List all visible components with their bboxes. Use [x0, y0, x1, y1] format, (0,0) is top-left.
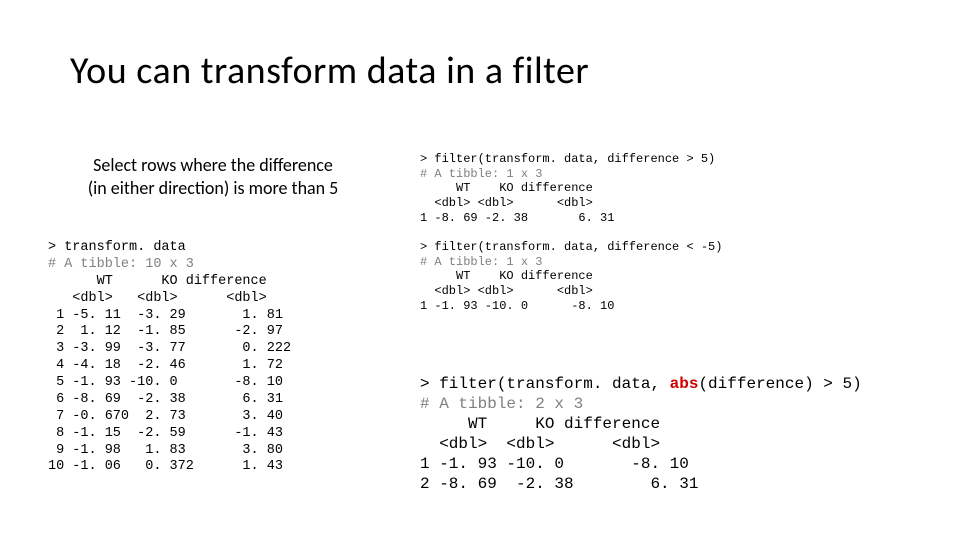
code-prompt: > filter(transform. data, difference < -… [420, 240, 722, 254]
code-header-types: <dbl> <dbl> <dbl> [420, 196, 593, 210]
code-comment: # A tibble: 10 x 3 [48, 257, 194, 272]
code-header-types: <dbl> <dbl> <dbl> [420, 284, 593, 298]
code-block-filter-abs: > filter(transform. data, abs(difference… [420, 374, 862, 494]
code-header-types: <dbl> <dbl> <dbl> [420, 435, 660, 453]
code-row: 3 -3. 99 -3. 77 0. 222 [48, 341, 291, 356]
code-header: WT KO difference [420, 269, 593, 283]
code-row: 2 1. 12 -1. 85 -2. 97 [48, 324, 283, 339]
code-comment: # A tibble: 1 x 3 [420, 255, 542, 269]
code-row: 9 -1. 98 1. 83 3. 80 [48, 443, 283, 458]
slide-subtitle: Select rows where the difference (in eit… [58, 154, 368, 199]
code-row: 1 -1. 93 -10. 0 -8. 10 [420, 455, 689, 473]
code-row: 1 -1. 93 -10. 0 -8. 10 [420, 299, 614, 313]
code-row: 6 -8. 69 -2. 38 6. 31 [48, 392, 283, 407]
code-header: WT KO difference [48, 274, 267, 289]
subtitle-line-1: Select rows where the difference [93, 154, 333, 176]
code-block-filter-gt5: > filter(transform. data, difference > 5… [420, 152, 715, 225]
code-row: 2 -8. 69 -2. 38 6. 31 [420, 475, 698, 493]
code-comment: # A tibble: 1 x 3 [420, 167, 542, 181]
code-block-transform-data: > transform. data # A tibble: 10 x 3 WT … [48, 240, 291, 476]
code-row: 1 -5. 11 -3. 29 1. 81 [48, 308, 283, 323]
code-row: 4 -4. 18 -2. 46 1. 72 [48, 358, 283, 373]
code-prompt-post: (difference) > 5) [698, 375, 861, 393]
slide-title: You can transform data in a filter [70, 48, 589, 94]
code-header-types: <dbl> <dbl> <dbl> [48, 291, 267, 306]
code-row: 10 -1. 06 0. 372 1. 43 [48, 459, 283, 474]
code-block-filter-lt-neg5: > filter(transform. data, difference < -… [420, 240, 722, 313]
code-header: WT KO difference [420, 181, 593, 195]
code-row: 7 -0. 670 2. 73 3. 40 [48, 409, 283, 424]
code-prompt-pre: > filter(transform. data, [420, 375, 670, 393]
subtitle-line-2: (in either direction) is more than 5 [88, 177, 339, 199]
code-row: 1 -8. 69 -2. 38 6. 31 [420, 211, 614, 225]
code-header: WT KO difference [420, 415, 660, 433]
abs-keyword: abs [670, 375, 699, 393]
code-comment: # A tibble: 2 x 3 [420, 395, 583, 413]
code-prompt: > transform. data [48, 240, 186, 255]
code-row: 8 -1. 15 -2. 59 -1. 43 [48, 426, 283, 441]
code-prompt: > filter(transform. data, difference > 5… [420, 152, 715, 166]
code-row: 5 -1. 93 -10. 0 -8. 10 [48, 375, 283, 390]
